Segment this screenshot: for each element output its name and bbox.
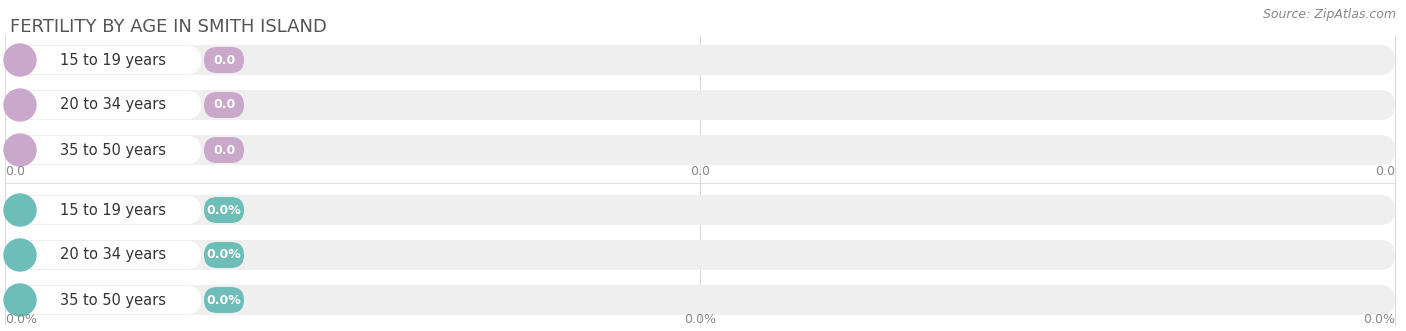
FancyBboxPatch shape <box>6 286 201 314</box>
Text: 0.0%: 0.0% <box>6 313 37 326</box>
Text: 0.0: 0.0 <box>690 165 710 178</box>
Text: 0.0: 0.0 <box>6 165 25 178</box>
Text: 0.0%: 0.0% <box>207 294 242 307</box>
Circle shape <box>4 134 37 166</box>
FancyBboxPatch shape <box>204 287 245 313</box>
Text: Source: ZipAtlas.com: Source: ZipAtlas.com <box>1263 8 1396 21</box>
Text: 0.0: 0.0 <box>212 99 235 112</box>
FancyBboxPatch shape <box>6 90 1395 120</box>
FancyBboxPatch shape <box>6 241 201 269</box>
Text: 20 to 34 years: 20 to 34 years <box>60 248 166 262</box>
Text: 35 to 50 years: 35 to 50 years <box>60 143 166 158</box>
Circle shape <box>4 89 37 121</box>
Text: 15 to 19 years: 15 to 19 years <box>60 203 166 217</box>
FancyBboxPatch shape <box>6 45 1395 75</box>
Text: 0.0: 0.0 <box>212 54 235 67</box>
Circle shape <box>4 194 37 226</box>
Text: 0.0%: 0.0% <box>207 249 242 261</box>
Text: 0.0%: 0.0% <box>207 204 242 216</box>
Text: 35 to 50 years: 35 to 50 years <box>60 293 166 307</box>
FancyBboxPatch shape <box>6 135 1395 165</box>
FancyBboxPatch shape <box>6 91 201 119</box>
Circle shape <box>4 239 37 271</box>
Text: 0.0: 0.0 <box>212 144 235 157</box>
Text: FERTILITY BY AGE IN SMITH ISLAND: FERTILITY BY AGE IN SMITH ISLAND <box>10 18 326 36</box>
FancyBboxPatch shape <box>204 197 245 223</box>
FancyBboxPatch shape <box>204 47 245 73</box>
FancyBboxPatch shape <box>204 92 245 118</box>
FancyBboxPatch shape <box>6 240 1395 270</box>
Circle shape <box>4 44 37 76</box>
Text: 0.0: 0.0 <box>1375 165 1395 178</box>
FancyBboxPatch shape <box>6 46 201 74</box>
FancyBboxPatch shape <box>6 285 1395 315</box>
FancyBboxPatch shape <box>6 196 201 224</box>
Circle shape <box>4 284 37 316</box>
FancyBboxPatch shape <box>204 242 245 268</box>
Text: 0.0%: 0.0% <box>683 313 716 326</box>
Text: 0.0%: 0.0% <box>1362 313 1395 326</box>
Text: 20 to 34 years: 20 to 34 years <box>60 98 166 113</box>
Text: 15 to 19 years: 15 to 19 years <box>60 53 166 68</box>
FancyBboxPatch shape <box>6 136 201 164</box>
FancyBboxPatch shape <box>6 195 1395 225</box>
FancyBboxPatch shape <box>204 137 245 163</box>
